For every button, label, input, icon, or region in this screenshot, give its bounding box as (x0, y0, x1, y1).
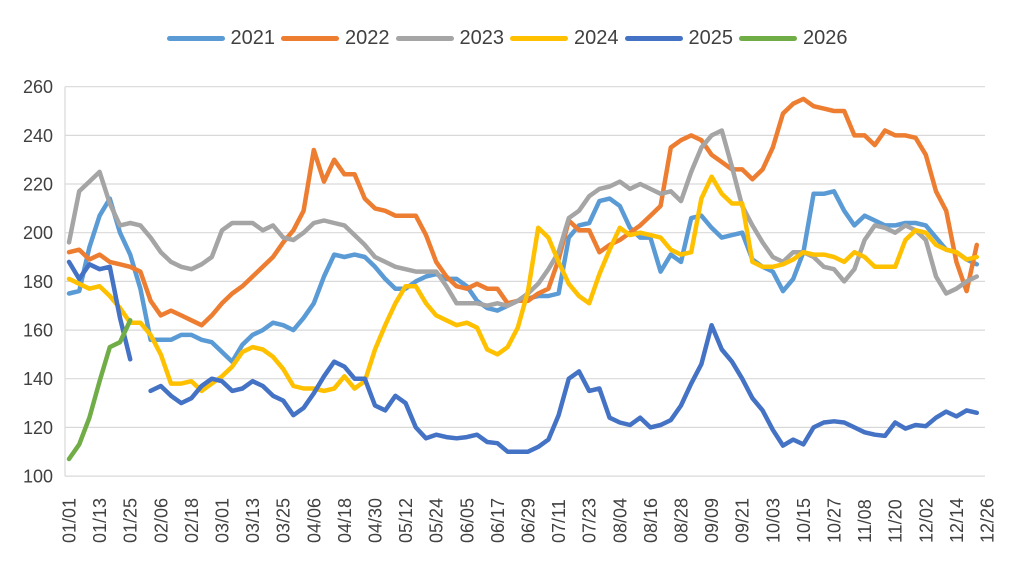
series-line-2025 (66, 259, 980, 454)
x-axis-label-12/26: 12/26 (978, 498, 998, 543)
x-axis-label-12/14: 12/14 (947, 498, 967, 543)
legend-item-2023: 2023 (395, 27, 505, 49)
legend-line-swatch-2024 (510, 35, 568, 41)
legend-label-2022: 2022 (345, 27, 390, 49)
legend-line-swatch-2025 (624, 35, 683, 41)
x-axis-label-08/04: 08/04 (610, 498, 630, 543)
y-axis-label-240: 240 (23, 126, 53, 146)
legend-label-2025: 2025 (688, 27, 734, 49)
x-axis-label-09/21: 09/21 (733, 498, 753, 543)
y-axis-label-260: 260 (23, 77, 53, 97)
x-axis-label-03/01: 03/01 (213, 498, 233, 543)
x-axis-label-07/11: 07/11 (549, 499, 569, 543)
x-axis-label-11/08: 11/08 (855, 499, 875, 543)
x-axis-label-07/23: 07/23 (580, 498, 600, 543)
x-axis-label-09/09: 09/09 (702, 498, 722, 543)
x-axis-label-04/06: 04/06 (304, 498, 324, 543)
y-axis-label-160: 160 (23, 321, 53, 341)
series-line-2026 (66, 318, 133, 462)
legend-item-2024: 2024 (510, 28, 619, 48)
y-axis-label-200: 200 (23, 223, 53, 243)
x-axis-label-08/16: 08/16 (641, 498, 661, 543)
x-axis-label-01/01: 01/01 (60, 498, 80, 543)
x-axis-label-08/28: 08/28 (672, 498, 692, 543)
legend-line-swatch-2023 (395, 35, 454, 41)
x-axis-label-12/02: 12/02 (916, 498, 936, 543)
legend-item-2021: 2021 (166, 27, 276, 49)
legend-item-2022: 2022 (281, 28, 390, 48)
x-axis-label-10/03: 10/03 (763, 498, 783, 543)
legend-item-2025: 2025 (624, 27, 734, 49)
legend-label-2026: 2026 (803, 27, 848, 49)
x-axis-label-04/18: 04/18 (335, 498, 355, 543)
chart-legend: 2021 2022 2023 2024 2025 2026 (0, 28, 1014, 48)
y-axis-label-140: 140 (23, 369, 53, 389)
legend-line-swatch-2021 (166, 35, 225, 41)
series-line-2024 (66, 174, 980, 394)
x-axis-label-10/15: 10/15 (794, 498, 814, 543)
legend-label-2023: 2023 (459, 27, 505, 49)
x-axis-label-03/25: 03/25 (274, 498, 294, 543)
x-axis-label-10/27: 10/27 (825, 498, 845, 543)
legend-label-2024: 2024 (574, 27, 619, 49)
x-axis-label-02/06: 02/06 (151, 498, 171, 543)
legend-item-2026: 2026 (739, 28, 848, 48)
x-axis-label-11/20: 11/20 (886, 499, 906, 543)
x-axis-label-05/12: 05/12 (396, 498, 416, 543)
x-axis-label-03/13: 03/13 (243, 498, 263, 543)
x-axis-label-05/24: 05/24 (427, 498, 447, 543)
x-axis-label-06/05: 06/05 (457, 498, 477, 543)
x-axis-label-04/30: 04/30 (366, 498, 386, 543)
y-axis-label-120: 120 (23, 418, 53, 438)
series-line-2023 (66, 128, 980, 308)
x-axis-label-06/29: 06/29 (519, 498, 539, 543)
x-axis-label-01/25: 01/25 (121, 498, 141, 543)
x-axis-label-06/17: 06/17 (488, 498, 508, 543)
y-axis-label-180: 180 (23, 272, 53, 292)
legend-label-2021: 2021 (230, 27, 276, 49)
legend-line-swatch-2026 (739, 35, 797, 41)
series-line-2022 (66, 96, 980, 328)
x-axis-label-01/13: 01/13 (90, 498, 110, 543)
legend-line-swatch-2022 (281, 35, 339, 41)
x-axis-label-02/18: 02/18 (182, 498, 202, 543)
y-axis-label-100: 100 (23, 467, 53, 487)
y-axis-label-220: 220 (23, 175, 53, 195)
